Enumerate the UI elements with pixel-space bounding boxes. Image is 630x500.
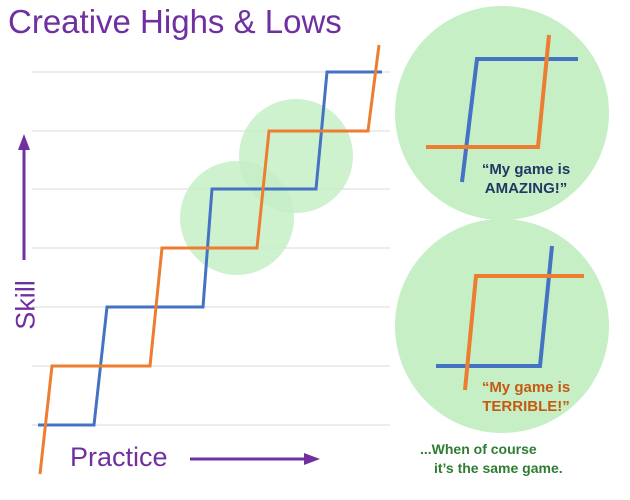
- y-axis-label: Skill: [8, 275, 44, 335]
- callout-terrible: “My game is TERRIBLE!”: [456, 378, 596, 416]
- zoom-terrible-blue-line: [436, 245, 554, 368]
- zoom-terrible-orange-line: [463, 274, 584, 391]
- footer-note: ...When of course it’s the same game.: [414, 440, 614, 478]
- callout-terrible-line2: TERRIBLE!”: [482, 398, 570, 415]
- x-axis-label: Practice: [70, 442, 168, 472]
- footer-line2: it’s the same game.: [434, 460, 563, 476]
- zoom-circle-terrible: [395, 219, 609, 433]
- practice-arrow: [190, 453, 320, 465]
- callout-amazing-line1: “My game is: [481, 161, 571, 178]
- y-axis-label-text: Skill: [10, 280, 41, 330]
- footer-line1: ...When of course: [420, 441, 537, 457]
- orange-staircase-line: [38, 44, 381, 475]
- callout-amazing: “My game is AMAZING!”: [456, 160, 596, 198]
- callout-terrible-line1: “My game is: [481, 379, 571, 396]
- zoom-amazing-orange-line: [426, 34, 551, 149]
- callout-amazing-line2: AMAZING!”: [484, 180, 568, 197]
- page-title: Creative Highs & Lows: [8, 3, 342, 40]
- zoom-amazing-blue-line: [460, 57, 578, 183]
- highlight-circle-upper: [239, 99, 353, 213]
- skill-arrow: [18, 134, 30, 260]
